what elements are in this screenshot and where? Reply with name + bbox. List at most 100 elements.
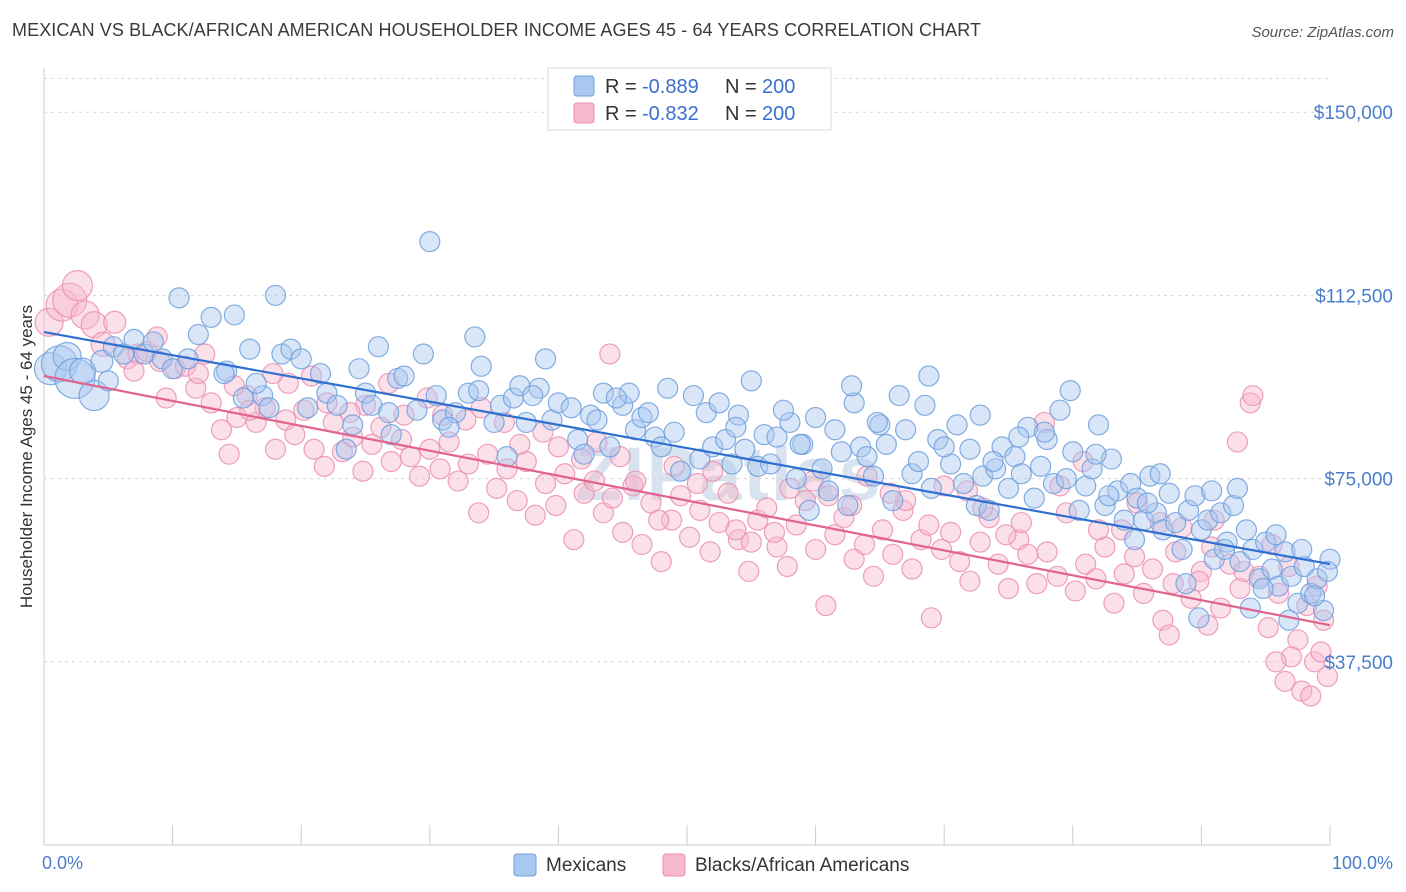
mexicans-point-146 bbox=[1197, 509, 1219, 531]
mexicans-point-22 bbox=[239, 338, 261, 360]
legend-r-label-1: R = bbox=[605, 76, 637, 98]
black-point-134 bbox=[1316, 665, 1339, 688]
legend-r-label-2: R = bbox=[605, 103, 637, 125]
mexicans-point-188 bbox=[522, 384, 544, 407]
mexicans-point-89 bbox=[817, 480, 840, 502]
black-point-108 bbox=[1075, 553, 1097, 575]
correlation-legend: R = -0.889 N = 200 R = -0.832 N = 200 bbox=[547, 67, 832, 131]
black-point-41 bbox=[429, 458, 451, 480]
mexicans-point-198 bbox=[1316, 560, 1339, 583]
black-point-165 bbox=[702, 460, 724, 482]
black-point-202 bbox=[1197, 614, 1219, 636]
mexicans-point-34 bbox=[342, 414, 364, 436]
black-point-86 bbox=[862, 565, 885, 587]
black-point-7 bbox=[103, 310, 127, 334]
black-point-145 bbox=[1087, 519, 1110, 541]
mexicans-point-97 bbox=[869, 414, 891, 436]
y-tick-label-0: $37,500 bbox=[1324, 653, 1393, 674]
black-point-3 bbox=[61, 270, 94, 302]
black-point-36 bbox=[380, 450, 402, 473]
black-point-163 bbox=[740, 531, 762, 553]
mexicans-point-41 bbox=[406, 399, 428, 421]
mexicans-point-93 bbox=[843, 392, 865, 414]
black-point-94 bbox=[940, 521, 962, 543]
mexicans-point-196 bbox=[1265, 524, 1287, 546]
mexicans-point-2 bbox=[52, 341, 82, 372]
mexicans-point-92 bbox=[837, 494, 859, 517]
mexicans-point-207 bbox=[866, 411, 888, 434]
black-point-51 bbox=[524, 504, 546, 526]
mexicans-point-42 bbox=[419, 231, 441, 253]
mexicans-point-38 bbox=[378, 402, 400, 424]
mexicans-point-194 bbox=[1123, 529, 1146, 551]
x-tick-label-1: 100.0% bbox=[1332, 853, 1393, 873]
mexicans-point-55 bbox=[534, 348, 557, 370]
mexicans-point-72 bbox=[682, 384, 705, 407]
legend-n-label-2: N = bbox=[725, 103, 757, 125]
black-point-112 bbox=[1113, 563, 1135, 585]
black-point-100 bbox=[997, 577, 1020, 600]
black-point-92 bbox=[920, 607, 942, 629]
black-point-81 bbox=[815, 595, 837, 617]
black-point-87 bbox=[871, 519, 894, 541]
mexicans-point-174 bbox=[969, 404, 991, 426]
mexicans-point-189 bbox=[657, 377, 679, 399]
mexicans-point-108 bbox=[952, 472, 975, 495]
black-point-19 bbox=[218, 443, 240, 465]
bottom-legend-swatch-black bbox=[662, 853, 686, 877]
black-point-104 bbox=[1036, 541, 1058, 563]
mexicans-point-179 bbox=[1175, 573, 1197, 595]
black-point-102 bbox=[1017, 543, 1039, 565]
black-point-199 bbox=[1310, 641, 1332, 663]
black-point-154 bbox=[918, 514, 940, 536]
mexicans-point-30 bbox=[309, 362, 332, 385]
mexicans-point-180 bbox=[1201, 480, 1223, 502]
black-point-138 bbox=[1226, 431, 1249, 453]
mexicans-point-73 bbox=[689, 448, 711, 470]
mexicans-point-103 bbox=[914, 394, 936, 416]
mexicans-point-210 bbox=[1136, 492, 1158, 514]
mexicans-point-99 bbox=[882, 489, 904, 512]
series-mexicans-points bbox=[33, 231, 1341, 631]
black-point-67 bbox=[678, 526, 701, 548]
mexicans-point-150 bbox=[1222, 494, 1245, 517]
black-point-60 bbox=[612, 521, 634, 543]
black-point-192 bbox=[149, 350, 171, 372]
grid-lines bbox=[44, 78, 1330, 663]
mexicans-point-98 bbox=[875, 433, 897, 456]
mexicans-point-181 bbox=[1213, 538, 1236, 561]
bottom-legend-label-mexicans: Mexicans bbox=[546, 855, 626, 876]
mexicans-point-15 bbox=[168, 287, 190, 309]
black-point-137 bbox=[1265, 651, 1287, 673]
y-tick-label-2: $112,500 bbox=[1315, 286, 1393, 307]
mexicans-point-129 bbox=[1087, 414, 1110, 436]
mexicans-point-166 bbox=[438, 416, 460, 438]
mexicans-point-123 bbox=[1049, 399, 1071, 421]
mexicans-point-111 bbox=[972, 465, 994, 487]
black-point-203 bbox=[1158, 624, 1180, 646]
mexicans-point-7 bbox=[97, 370, 119, 392]
black-point-38 bbox=[399, 446, 422, 468]
mexicans-point-141 bbox=[1165, 511, 1187, 534]
black-point-5 bbox=[80, 311, 108, 339]
mexicans-point-177 bbox=[1098, 485, 1120, 507]
black-point-29 bbox=[313, 455, 335, 477]
mexicans-point-148 bbox=[1210, 502, 1232, 524]
mexicans-point-60 bbox=[573, 443, 595, 465]
mexicans-point-190 bbox=[740, 370, 762, 392]
black-point-183 bbox=[354, 394, 377, 416]
mexicans-point-183 bbox=[1252, 577, 1274, 600]
mexicans-point-203 bbox=[586, 409, 608, 431]
mexicans-point-200 bbox=[245, 372, 267, 394]
black-point-49 bbox=[506, 489, 528, 512]
mexicans-point-186 bbox=[412, 343, 434, 365]
black-point-18 bbox=[210, 419, 233, 441]
black-point-194 bbox=[599, 343, 621, 365]
mexicans-point-32 bbox=[326, 394, 348, 416]
mexicans-point-87 bbox=[804, 406, 827, 429]
black-point-105 bbox=[1046, 565, 1068, 587]
mexicans-point-168 bbox=[605, 387, 627, 409]
black-point-155 bbox=[895, 489, 917, 512]
black-point-173 bbox=[547, 436, 570, 458]
black-point-191 bbox=[187, 362, 209, 385]
